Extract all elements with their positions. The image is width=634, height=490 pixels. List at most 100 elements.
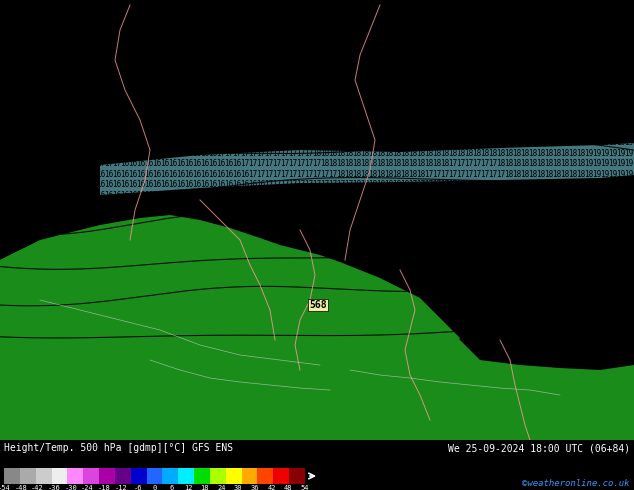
Text: 15: 15: [377, 306, 385, 315]
Text: 16: 16: [145, 191, 153, 199]
Text: 14: 14: [408, 411, 418, 420]
Text: 15: 15: [441, 295, 450, 304]
Text: 15: 15: [472, 359, 482, 368]
Text: 18: 18: [512, 159, 522, 168]
Text: 16: 16: [320, 253, 330, 263]
Text: 20: 20: [585, 85, 593, 95]
Text: 14: 14: [401, 380, 410, 389]
Text: 20: 20: [273, 44, 281, 52]
Text: 17: 17: [616, 295, 626, 304]
Text: 20: 20: [528, 54, 538, 63]
Text: 16: 16: [288, 233, 297, 242]
Text: 16: 16: [176, 191, 186, 199]
Text: 16: 16: [600, 411, 610, 420]
Text: 13: 13: [368, 432, 378, 441]
Text: 17: 17: [105, 127, 113, 137]
Text: 16: 16: [128, 201, 138, 210]
Text: 20: 20: [528, 65, 538, 74]
Text: 18: 18: [320, 117, 330, 126]
Text: 15: 15: [112, 233, 122, 242]
Text: 13: 13: [240, 317, 250, 325]
Text: 16: 16: [112, 201, 122, 210]
Text: 18: 18: [240, 106, 250, 116]
Text: 19: 19: [576, 106, 586, 116]
Text: 17: 17: [424, 191, 434, 199]
Text: 11: 11: [136, 400, 146, 410]
Text: 18: 18: [441, 159, 450, 168]
Text: 18: 18: [344, 159, 354, 168]
Text: 13: 13: [200, 327, 210, 336]
Text: 20: 20: [184, 33, 193, 42]
Text: 18: 18: [377, 170, 385, 178]
Text: 15: 15: [233, 253, 242, 263]
Text: 16: 16: [256, 191, 266, 199]
Text: 17: 17: [456, 233, 465, 242]
Text: 11: 11: [1, 338, 10, 346]
Text: 15: 15: [313, 285, 321, 294]
Text: 14: 14: [456, 390, 465, 399]
Text: 16: 16: [65, 212, 74, 220]
Text: 12: 12: [209, 380, 217, 389]
Text: 16: 16: [176, 148, 186, 157]
Text: 14: 14: [8, 243, 18, 252]
Text: 17: 17: [273, 138, 281, 147]
Text: 12: 12: [41, 338, 49, 346]
Text: 18: 18: [560, 148, 569, 157]
Text: 14: 14: [344, 400, 354, 410]
Text: 17: 17: [424, 180, 434, 189]
Text: 21: 21: [377, 12, 385, 21]
Text: 13: 13: [280, 380, 290, 389]
Text: 14: 14: [41, 274, 49, 284]
Text: 10: 10: [48, 421, 58, 431]
Text: 17: 17: [441, 233, 450, 242]
Text: 21: 21: [576, 23, 586, 31]
Text: 10: 10: [1, 400, 10, 410]
Text: 20: 20: [472, 54, 482, 63]
Text: 18: 18: [377, 148, 385, 157]
Text: 20: 20: [505, 33, 514, 42]
Text: 16: 16: [48, 191, 58, 199]
Text: 20: 20: [96, 23, 106, 31]
Text: 14: 14: [481, 390, 489, 399]
Text: 17: 17: [296, 201, 306, 210]
Text: 17: 17: [96, 159, 106, 168]
Text: 18: 18: [160, 106, 170, 116]
Text: 18: 18: [368, 127, 378, 137]
Text: 16: 16: [160, 212, 170, 220]
Text: 17: 17: [481, 212, 489, 220]
Text: 19: 19: [464, 65, 474, 74]
Text: 19: 19: [288, 65, 297, 74]
Text: 14: 14: [384, 411, 394, 420]
Text: 16: 16: [472, 285, 482, 294]
Text: 19: 19: [488, 85, 498, 95]
Text: 18: 18: [545, 138, 553, 147]
Text: 12: 12: [136, 369, 146, 378]
Text: 17: 17: [273, 148, 281, 157]
Text: 15: 15: [545, 369, 553, 378]
Text: 14: 14: [353, 380, 361, 389]
Text: 15: 15: [481, 317, 489, 325]
Text: 15: 15: [273, 274, 281, 284]
Text: 21: 21: [392, 12, 401, 21]
Text: 16: 16: [192, 148, 202, 157]
Text: 17: 17: [609, 369, 618, 378]
Text: 14: 14: [384, 390, 394, 399]
Text: 17: 17: [512, 222, 522, 231]
Text: 17: 17: [112, 148, 122, 157]
Text: 21: 21: [41, 12, 49, 21]
Text: 20: 20: [528, 33, 538, 42]
Text: 15: 15: [96, 243, 106, 252]
Text: 12: 12: [8, 295, 18, 304]
Text: 15: 15: [512, 390, 522, 399]
Text: 16: 16: [176, 159, 186, 168]
Text: 15: 15: [224, 233, 233, 242]
Text: 19: 19: [264, 75, 274, 84]
Text: 20: 20: [152, 1, 162, 10]
Text: 12: 12: [176, 327, 186, 336]
Text: 13: 13: [256, 348, 266, 357]
Text: 13: 13: [200, 295, 210, 304]
Text: 15: 15: [152, 233, 162, 242]
Text: 19: 19: [377, 106, 385, 116]
Text: 14: 14: [280, 327, 290, 336]
Text: 15: 15: [432, 327, 442, 336]
